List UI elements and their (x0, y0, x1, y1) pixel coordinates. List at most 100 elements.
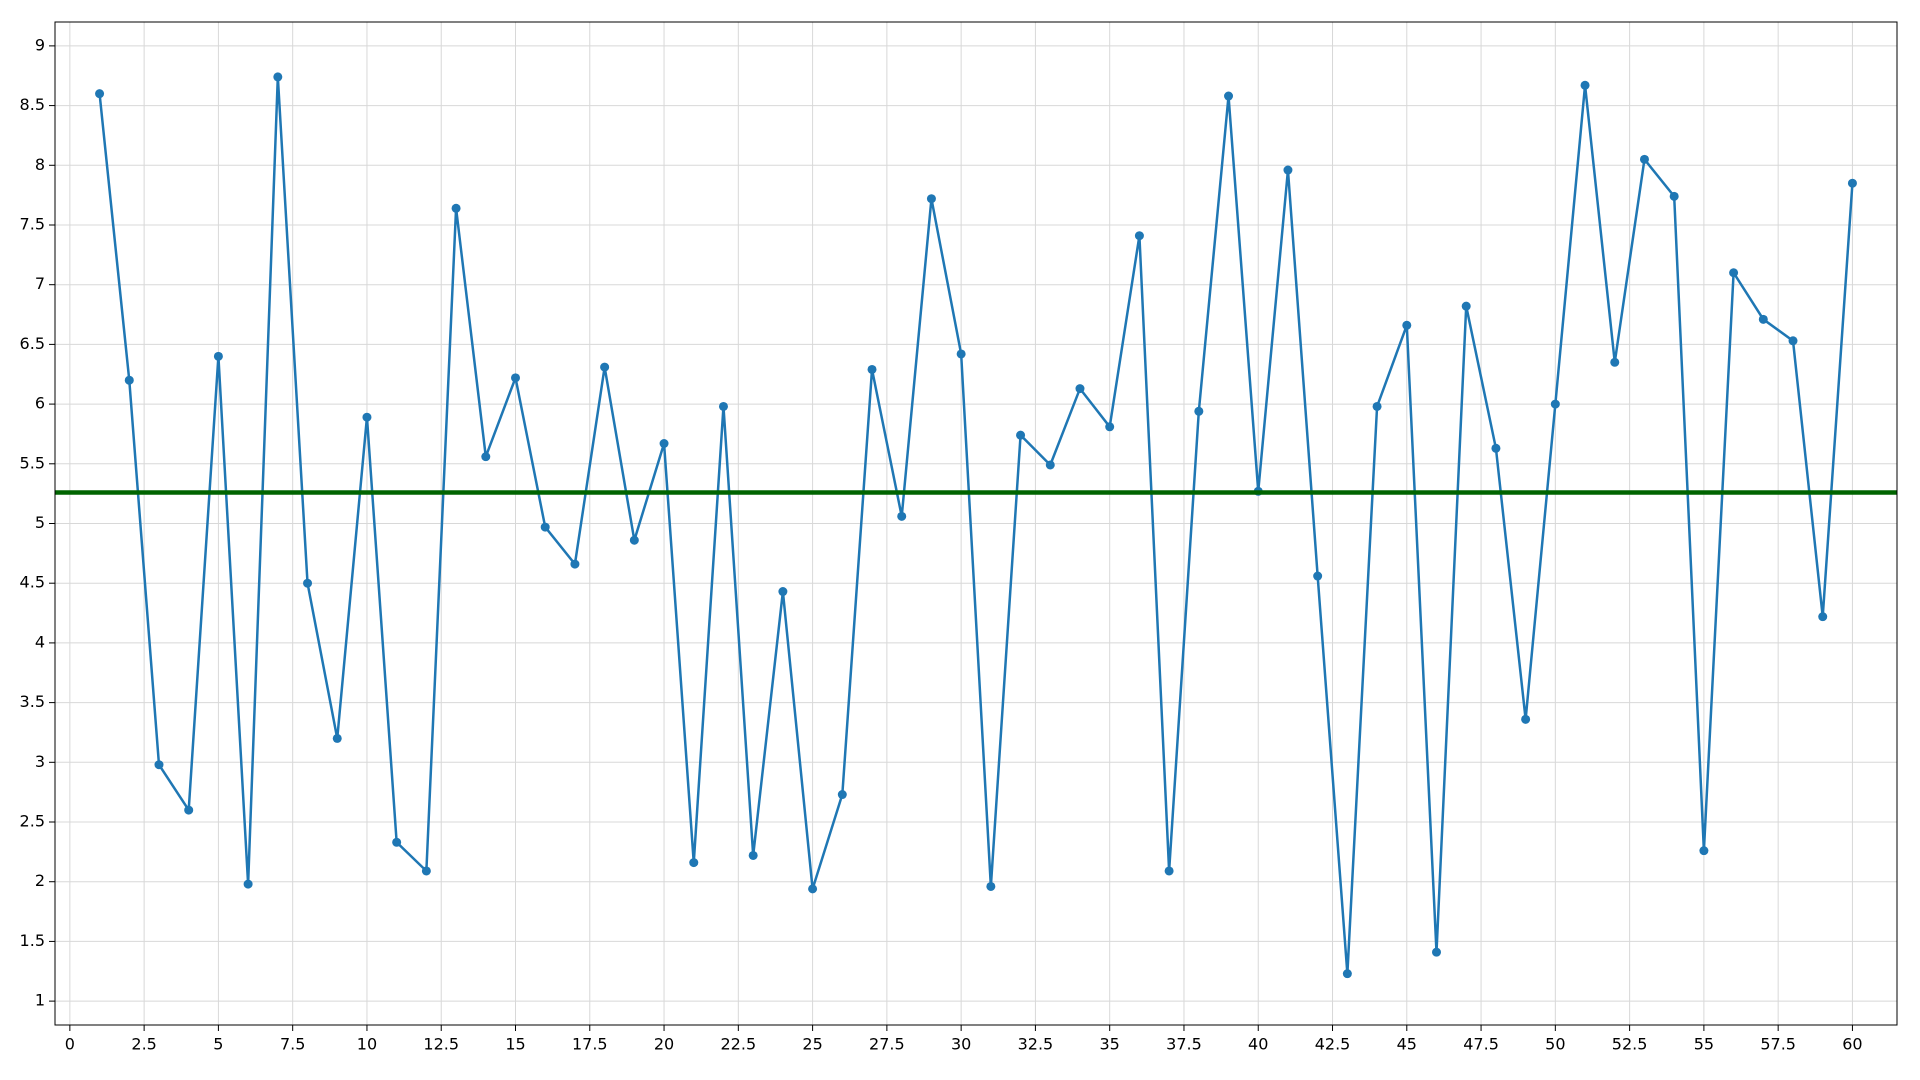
point (1758, 314, 1768, 324)
point (1372, 401, 1382, 411)
point (1491, 443, 1501, 453)
y-tick-label: 4 (35, 632, 45, 651)
x-tick-label: 25 (802, 1035, 822, 1054)
series-line (98, 76, 1854, 974)
point (540, 522, 550, 532)
x-tick-label: 60 (1842, 1035, 1862, 1054)
x-tick-label: 2.5 (131, 1035, 156, 1054)
x-tick-label: 42.5 (1315, 1035, 1351, 1054)
point (1164, 866, 1174, 876)
x-tick-label: 10 (357, 1035, 377, 1054)
point (332, 733, 342, 743)
y-tick-label: 5.5 (20, 453, 45, 472)
x-tick-label: 12.5 (423, 1035, 459, 1054)
point (986, 881, 996, 891)
point (1402, 320, 1412, 330)
point (303, 578, 313, 588)
y-tick-label: 2.5 (20, 812, 45, 831)
point (124, 375, 134, 385)
point (1194, 406, 1204, 416)
y-tick-label: 1 (35, 991, 45, 1010)
point (718, 401, 728, 411)
x-tick-label: 35 (1100, 1035, 1120, 1054)
point (1134, 231, 1144, 241)
point (1283, 165, 1293, 175)
axes: 0 2.5 5 7.5 10 12.5 15 17.5 20 22.5 25 27.5 30 32.5 35… (20, 35, 1863, 1053)
y-tick-label: 9 (35, 35, 45, 54)
point (1639, 154, 1649, 164)
x-tick-label: 40 (1248, 1035, 1268, 1054)
x-tick-label: 20 (654, 1035, 674, 1054)
x-tick-label: 55 (1694, 1035, 1714, 1054)
point (451, 203, 461, 213)
point (1105, 422, 1115, 432)
y-tick-label: 1.5 (20, 931, 45, 950)
x-tick-label: 17.5 (572, 1035, 608, 1054)
point (926, 194, 936, 204)
x-tick-label: 22.5 (721, 1035, 757, 1054)
x-tick-label: 30 (951, 1035, 971, 1054)
point (154, 760, 164, 770)
point (808, 884, 818, 894)
point (778, 587, 788, 597)
point (629, 535, 639, 545)
point (1847, 178, 1857, 188)
point (1699, 846, 1709, 856)
point (1580, 80, 1590, 90)
point (1313, 571, 1323, 581)
point (481, 452, 491, 462)
y-tick-label: 8.5 (20, 95, 45, 114)
point (362, 412, 372, 422)
marks (55, 72, 1897, 979)
point (1342, 969, 1352, 979)
point (392, 837, 402, 847)
y-tick-label: 3 (35, 752, 45, 771)
x-tick-label: 15 (505, 1035, 525, 1054)
point (1788, 336, 1798, 346)
x-tick-label: 57.5 (1760, 1035, 1796, 1054)
x-tick-label: 5 (213, 1035, 223, 1054)
point (1818, 612, 1828, 622)
point (600, 362, 610, 372)
point (867, 364, 877, 374)
point (184, 805, 194, 815)
point (570, 559, 580, 569)
y-tick-label: 2 (35, 871, 45, 890)
y-tick-label: 5 (35, 513, 45, 532)
point (956, 349, 966, 359)
grid (55, 22, 1897, 1025)
x-tick-label: 52.5 (1612, 1035, 1648, 1054)
point (213, 351, 223, 361)
point (95, 89, 105, 99)
point (1729, 268, 1739, 278)
point (1224, 91, 1234, 101)
point (897, 511, 907, 521)
y-tick-label: 3.5 (20, 692, 45, 711)
y-tick-label: 6 (35, 394, 45, 413)
x-tick-label: 45 (1397, 1035, 1417, 1054)
x-tick-label: 37.5 (1166, 1035, 1202, 1054)
y-tick-label: 7.5 (20, 214, 45, 233)
point (1461, 301, 1471, 311)
point (1075, 384, 1085, 394)
point (837, 790, 847, 800)
point (1521, 714, 1531, 724)
point (689, 858, 699, 868)
point (1610, 357, 1620, 367)
point (243, 879, 253, 889)
point (421, 866, 431, 876)
point (659, 438, 669, 448)
x-tick-label: 0 (65, 1035, 75, 1054)
y-tick-label: 4.5 (20, 573, 45, 592)
point (1045, 460, 1055, 470)
x-tick-label: 32.5 (1018, 1035, 1054, 1054)
point (273, 72, 283, 82)
point (1550, 399, 1560, 409)
x-tick-label: 50 (1545, 1035, 1565, 1054)
x-tick-label: 27.5 (869, 1035, 905, 1054)
point (1016, 430, 1026, 440)
y-tick-label: 6.5 (20, 334, 45, 353)
x-tick-label: 7.5 (280, 1035, 305, 1054)
